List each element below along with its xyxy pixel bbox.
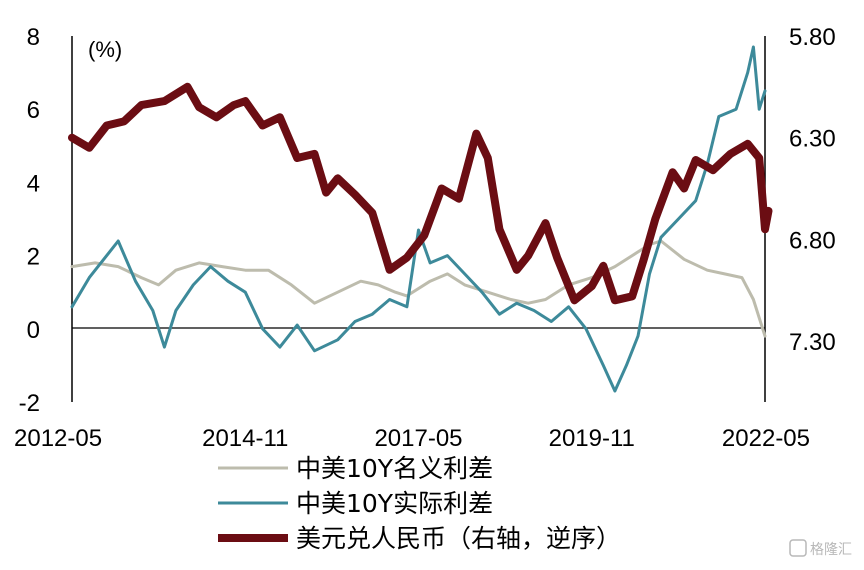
x-tick-label: 2019-11 xyxy=(549,425,635,452)
y-right-tick-label: 6.30 xyxy=(789,126,836,153)
series-line-2 xyxy=(70,45,767,393)
x-tick-label: 2017-05 xyxy=(374,425,462,452)
y-right-tick-label: 5.80 xyxy=(789,24,836,51)
series-line-1 xyxy=(70,239,767,338)
legend-label-2: 中美10Y实际利差 xyxy=(296,489,493,518)
y-left-tick-label: 8 xyxy=(27,24,40,51)
unit-label: (%) xyxy=(88,37,122,62)
watermark-logo-icon xyxy=(789,539,807,557)
y-left-tick-label: 0 xyxy=(27,317,40,344)
watermark: 格隆汇 xyxy=(789,539,852,558)
x-tick-label: 2022-05 xyxy=(722,425,810,452)
y-right-tick-label: 6.80 xyxy=(789,227,836,254)
y-left-tick-label: 2 xyxy=(27,244,40,271)
ticks-layer: -2 0 2 4 6 8 5.80 6.30 6.80 7.30 2012-05 2014-11 201… xyxy=(14,24,836,452)
y-right-tick-label: 7.30 xyxy=(789,329,836,356)
y-left-tick-label: -2 xyxy=(19,390,40,417)
y-left-tick-label: 4 xyxy=(27,170,40,197)
legend-label-1: 中美10Y名义利差 xyxy=(296,454,493,483)
x-tick-label: 2012-05 xyxy=(14,425,102,452)
legend-label-3: 美元兑人民币（右轴，逆序） xyxy=(296,524,621,553)
watermark-text: 格隆汇 xyxy=(810,542,852,558)
series-layer xyxy=(68,45,773,393)
y-left-tick-label: 6 xyxy=(27,97,40,124)
series-line-3 xyxy=(68,82,773,305)
x-tick-label: 2014-11 xyxy=(202,425,288,452)
